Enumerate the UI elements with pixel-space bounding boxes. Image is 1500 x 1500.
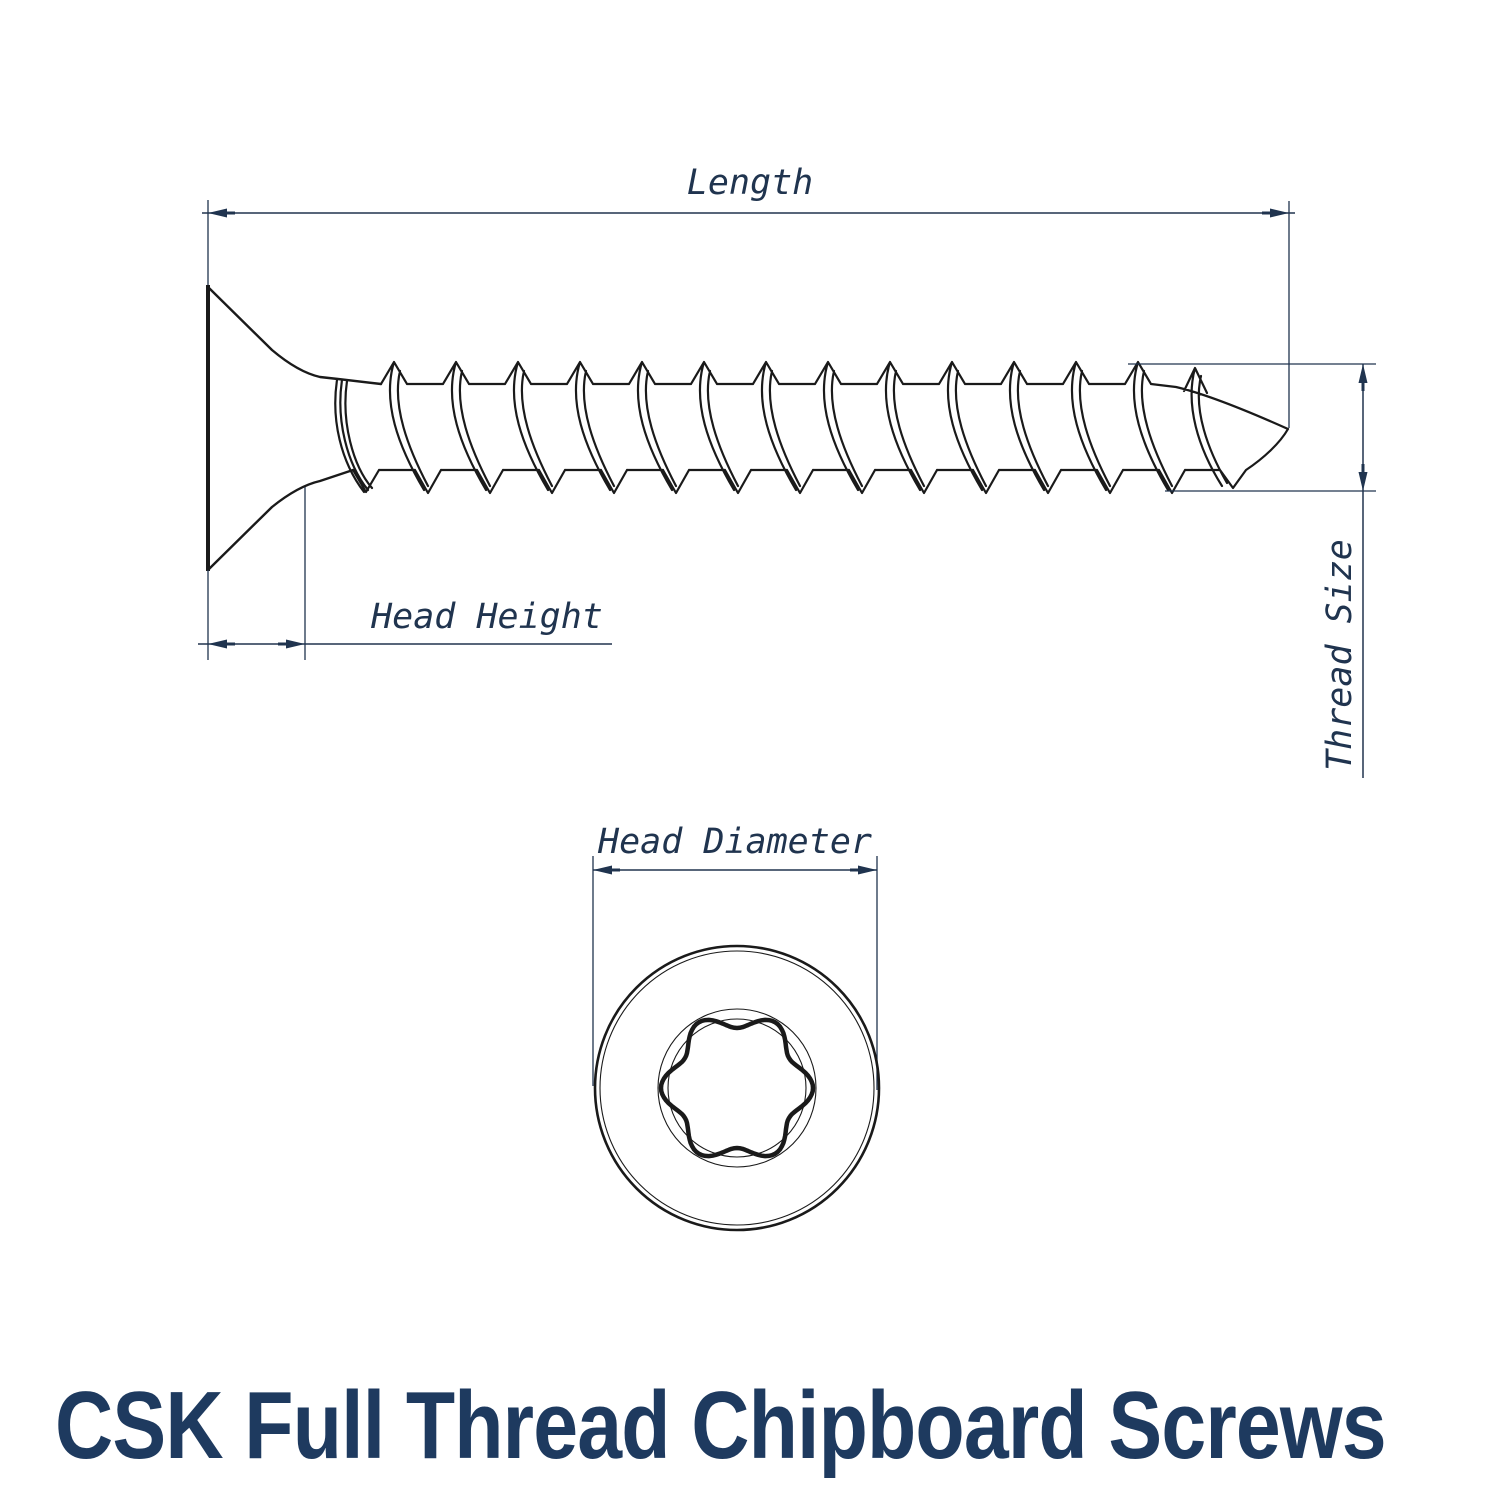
- recess-inner-circle: [667, 1018, 807, 1158]
- arrow-left-icon: [208, 639, 235, 649]
- thread-size-dimension: Thread Size: [1128, 363, 1376, 778]
- head-inner-rim-circle: [599, 950, 875, 1226]
- head-height-dimension: Head Height: [198, 487, 612, 660]
- arrow-left-icon: [593, 865, 620, 875]
- arrow-right-icon: [850, 865, 877, 875]
- screw-side-view: [206, 285, 1290, 571]
- arrow-right-icon: [1262, 208, 1289, 218]
- screw-technical-drawing: Length Head Height Thread Size: [198, 163, 1376, 1232]
- length-label: Length: [687, 163, 813, 203]
- page-title: CSK Full Thread Chipboard Screws: [55, 1372, 1387, 1479]
- arrow-down-icon: [1358, 464, 1368, 491]
- head-diameter-dimension: Head Diameter: [592, 822, 878, 1090]
- head-bottom-slope: [207, 468, 355, 571]
- arrow-up-icon: [1358, 364, 1368, 391]
- head-outer-circle: [593, 944, 881, 1232]
- thread-geometry: [334, 360, 1290, 495]
- head-top-slope: [207, 286, 383, 386]
- recess-outer-circle: [657, 1008, 817, 1168]
- arrow-right-icon: [278, 639, 305, 649]
- head-diameter-label: Head Diameter: [597, 822, 872, 862]
- length-dimension: Length: [202, 163, 1295, 428]
- head-height-label: Head Height: [370, 597, 603, 637]
- arrow-left-icon: [208, 208, 235, 218]
- torx-recess: [658, 1017, 816, 1159]
- thread-size-label: Thread Size: [1320, 539, 1360, 771]
- screw-head-top-view: [593, 944, 881, 1232]
